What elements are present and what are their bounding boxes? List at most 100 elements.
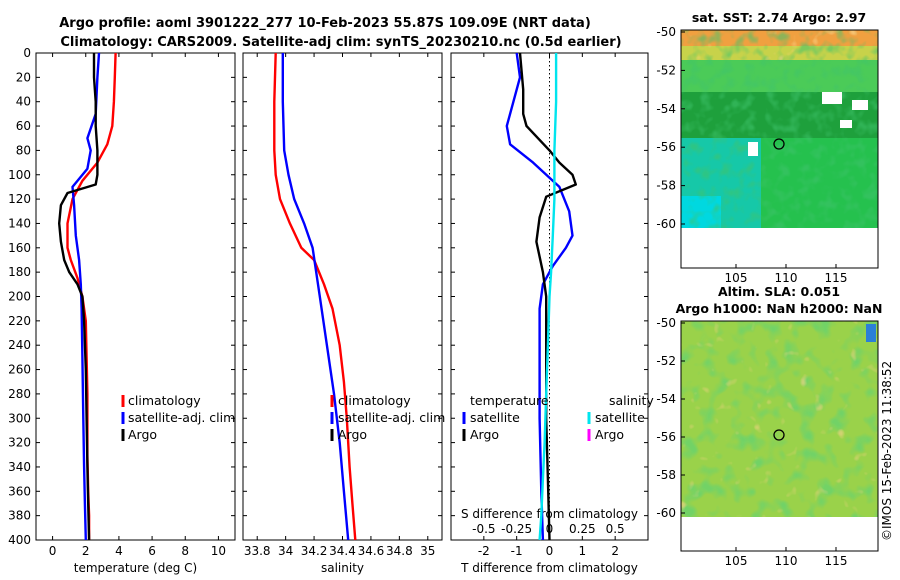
depth-tick-label: 320 xyxy=(8,436,31,450)
sst-map-title: sat. SST: 2.74 Argo: 2.97 xyxy=(692,10,866,25)
sla-ytick-label: -54 xyxy=(656,392,676,406)
depth-tick-label: 180 xyxy=(8,265,31,279)
depth-tick-label: 300 xyxy=(8,411,31,425)
sal-legend-label-climatology: climatology xyxy=(338,393,411,408)
sla-ytick-label: -52 xyxy=(656,354,676,368)
difference-xtick-label: 1 xyxy=(579,544,587,558)
difference-legend: temperature salinity satellite Argo sate… xyxy=(462,393,654,442)
sst-xtick-label: 105 xyxy=(725,271,748,285)
sst-cloud-gap xyxy=(822,92,842,104)
salinity-xtick-label: 34 xyxy=(278,544,293,558)
depth-tick-label: 60 xyxy=(16,119,31,133)
sst-ytick-label: -56 xyxy=(656,140,676,154)
depth-tick-label: 240 xyxy=(8,338,31,352)
depth-tick-label: 400 xyxy=(8,533,31,547)
temperature-xlabel: temperature (deg C) xyxy=(74,561,197,575)
temperature-series-satellite-adj-clim xyxy=(71,52,101,541)
depth-tick-label: 100 xyxy=(8,168,31,182)
sst-ytick-label: -60 xyxy=(656,217,676,231)
sla-ytick-label: -58 xyxy=(656,468,676,482)
diff-legend-label-t-satellite: satellite xyxy=(470,410,520,425)
temperature-axes-box xyxy=(35,52,236,541)
salinity-xtick-label: 34.6 xyxy=(358,544,385,558)
difference-xtick-label: 2 xyxy=(611,544,619,558)
diff-legend-label-s-argo: Argo xyxy=(595,427,624,442)
sst-xtick-label: 115 xyxy=(825,271,848,285)
temperature-xtick-label: 10 xyxy=(211,544,226,558)
salinity-legend: climatology satellite-adj. clim Argo xyxy=(330,393,445,442)
sla-argo-marker xyxy=(773,429,785,441)
salinity-series-climatology xyxy=(273,52,357,541)
footer-timestamp: ©IMOS 15-Feb-2023 11:38:52 xyxy=(880,361,894,541)
salinity-xtick-label: 34.4 xyxy=(329,544,356,558)
diff-legend-label-t-argo: Argo xyxy=(470,427,499,442)
salinity-xtick-label: 34.2 xyxy=(301,544,328,558)
sla-ytick-label: -60 xyxy=(656,506,676,520)
depth-tick-label: 360 xyxy=(8,484,31,498)
figure-title-line2: Climatology: CARS2009. Satellite-adj cli… xyxy=(60,35,621,50)
temperature-xtick-label: 8 xyxy=(181,544,189,558)
sst-xtick-label: 110 xyxy=(775,271,798,285)
depth-tick-label: 80 xyxy=(16,143,31,157)
sst-ytick-label: -58 xyxy=(656,179,676,193)
salinity-panel: 33.8 34 34.2 34.4 34.6 34.8 35 salinity xyxy=(242,52,443,575)
sst-argo-marker xyxy=(773,138,785,150)
difference-xtick-label: -1 xyxy=(511,544,523,558)
salinity-xtick-label: 35 xyxy=(420,544,435,558)
temperature-legend: climatology satellite-adj. clim Argo xyxy=(121,393,235,442)
s-difference-tick-label: -0.5 xyxy=(472,522,495,536)
temperature-series-argo xyxy=(58,53,99,541)
legend-label-satellite: satellite-adj. clim xyxy=(128,410,235,425)
temperature-xtick-label: 2 xyxy=(82,544,90,558)
diff-legend-title-temperature: temperature xyxy=(470,393,549,408)
depth-tick-label: 20 xyxy=(16,70,31,84)
sla-ytick-label: -50 xyxy=(656,316,676,330)
depth-tick-label: 40 xyxy=(16,95,31,109)
figure-title-line1: Argo profile: aoml 3901222_277 10-Feb-20… xyxy=(59,16,591,31)
diff-legend-label-s-satellite: satellite xyxy=(595,410,645,425)
sla-ytick-label: -56 xyxy=(656,430,676,444)
sla-xtick-label: 105 xyxy=(725,554,748,568)
difference-xtick-label: -2 xyxy=(478,544,490,558)
depth-tick-label: 0 xyxy=(23,46,31,60)
sal-legend-label-satellite: satellite-adj. clim xyxy=(338,410,445,425)
difference-series-temperature-satellite xyxy=(505,52,574,541)
legend-label-climatology: climatology xyxy=(128,393,201,408)
sst-ytick-label: -54 xyxy=(656,102,676,116)
depth-tick-label: 200 xyxy=(8,290,31,304)
salinity-series-satellite-adj-clim xyxy=(281,53,350,541)
depth-tick-label: 120 xyxy=(8,192,31,206)
sst-map: sat. SST: 2.74 Argo: 2.97 -50 -52 -54 -56 -5… xyxy=(656,10,879,285)
depth-tick-label: 280 xyxy=(8,387,31,401)
sla-xtick-label: 110 xyxy=(775,554,798,568)
sla-xtick-label: 115 xyxy=(825,554,848,568)
temperature-xtick-label: 0 xyxy=(49,544,57,558)
sla-map: Altim. SLA: 0.051 Argo h1000: NaN h2000:… xyxy=(656,284,882,568)
difference-xtick-label: 0 xyxy=(546,544,554,558)
s-difference-tick-label: 0.5 xyxy=(606,522,625,536)
sst-ytick-label: -52 xyxy=(656,63,676,77)
depth-tick-label: 260 xyxy=(8,363,31,377)
temperature-xtick-label: 6 xyxy=(148,544,156,558)
difference-series-salinity-satellite xyxy=(538,53,558,541)
temperature-xtick-label: 4 xyxy=(115,544,123,558)
salinity-xlabel: salinity xyxy=(321,561,364,575)
salinity-xtick-label: 33.8 xyxy=(244,544,271,558)
depth-tick-label: 380 xyxy=(8,509,31,523)
sla-map-title-line1: Altim. SLA: 0.051 xyxy=(718,284,840,299)
sla-blue-patch xyxy=(866,324,876,342)
depth-tick-label: 140 xyxy=(8,216,31,230)
temperature-panel: 0 2 4 6 8 10020406080100120140160180200220240… xyxy=(8,46,236,575)
salinity-xtick-label: 34.8 xyxy=(386,544,413,558)
legend-label-argo: Argo xyxy=(128,427,157,442)
s-difference-tick-label: -0.25 xyxy=(501,522,532,536)
sal-legend-label-argo: Argo xyxy=(338,427,367,442)
s-difference-tick-label: 0.25 xyxy=(569,522,596,536)
sst-ytick-label: -50 xyxy=(656,25,676,39)
diff-legend-title-salinity: salinity xyxy=(609,393,654,408)
depth-tick-label: 220 xyxy=(8,314,31,328)
sla-map-title-line2: Argo h1000: NaN h2000: NaN xyxy=(676,301,883,316)
difference-xlabel: T difference from climatology xyxy=(460,561,638,575)
